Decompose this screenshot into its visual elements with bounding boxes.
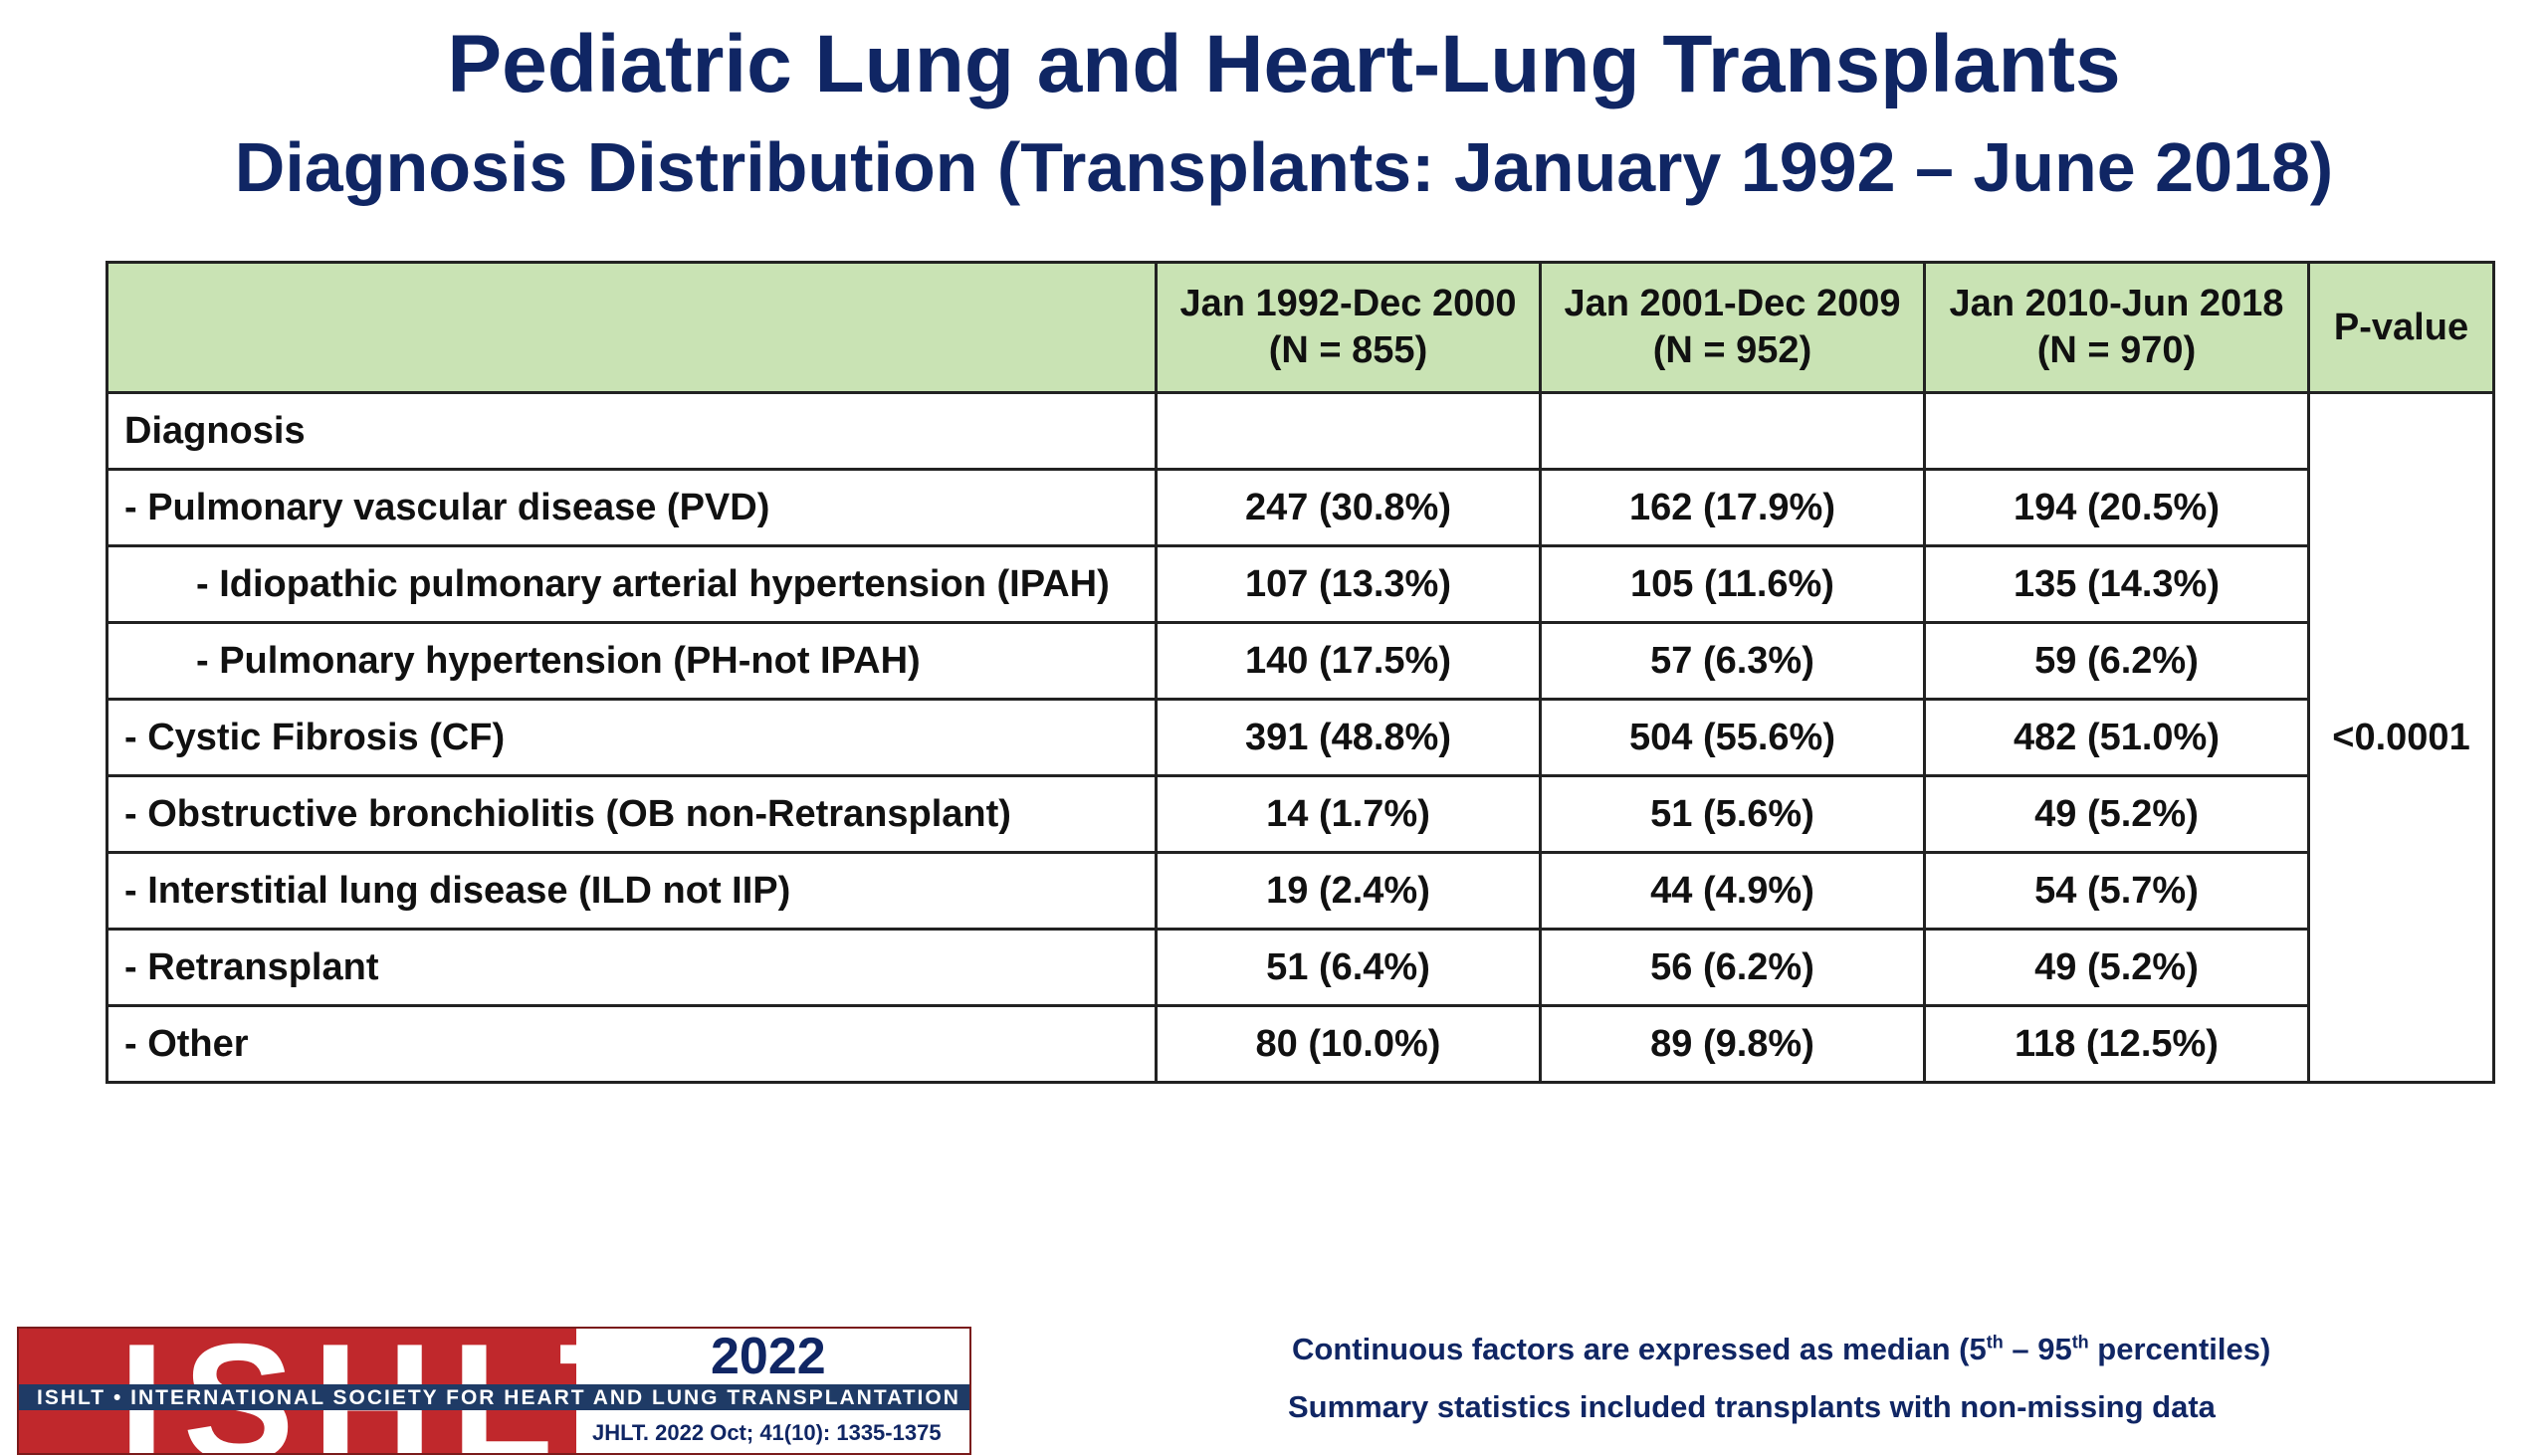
table-cell: 49 (5.2%) [1923, 774, 2310, 854]
footnote-superscript: th [1986, 1332, 2004, 1352]
footnote-text: Continuous factors are expressed as medi… [1292, 1332, 1987, 1366]
table-row: - Other 80 (10.0%) 89 (9.8%) 118 (12.5%) [106, 1004, 2494, 1084]
logo-strip-text: ISHLT • INTERNATIONAL SOCIETY FOR HEART … [37, 1386, 960, 1409]
table-row: - Obstructive bronchiolitis (OB non-Retr… [106, 774, 2494, 854]
footnote-summary-statistics: Summary statistics included transplants … [1288, 1389, 2216, 1424]
table-cell: 482 (51.0%) [1923, 698, 2310, 777]
logo-year: 2022 [711, 1328, 826, 1385]
table-cell: 19 (2.4%) [1155, 851, 1542, 931]
table-cell: 51 (6.4%) [1155, 928, 1542, 1007]
column-period: Jan 2001-Dec 2009 [1564, 283, 1901, 324]
section-label: Diagnosis [106, 391, 1158, 471]
row-label: - Retransplant [106, 928, 1158, 1007]
table-cell: 391 (48.8%) [1155, 698, 1542, 777]
footnote-text: – 95 [2003, 1332, 2072, 1366]
journal-citation: JHLT. 2022 Oct; 41(10): 1335-1375 [592, 1420, 942, 1445]
table-row: - Interstitial lung disease (ILD not IIP… [106, 851, 2494, 931]
footnote-text: percentiles) [2088, 1332, 2271, 1366]
table-row: - Pulmonary hypertension (PH-not IPAH) 1… [106, 621, 2494, 701]
table-cell: 140 (17.5%) [1155, 621, 1542, 701]
row-label: - Cystic Fibrosis (CF) [106, 698, 1158, 777]
table-header-row: Jan 1992-Dec 2000 (N = 855) Jan 2001-Dec… [106, 261, 2495, 394]
table-row: - Pulmonary vascular disease (PVD) 247 (… [106, 468, 2494, 547]
footnote-continuous-factors: Continuous factors are expressed as medi… [1292, 1332, 2270, 1367]
logo-strip [19, 1384, 969, 1410]
empty-cell [1539, 391, 1926, 471]
table-cell: 135 (14.3%) [1923, 544, 2310, 624]
column-count: (N = 855) [1268, 329, 1428, 371]
column-header: Jan 1992-Dec 2000 (N = 855) [1155, 261, 1542, 394]
row-label: - Pulmonary vascular disease (PVD) [106, 468, 1158, 547]
table-cell: 59 (6.2%) [1923, 621, 2310, 701]
column-count: (N = 970) [2036, 329, 2197, 371]
table-cell: 14 (1.7%) [1155, 774, 1542, 854]
pvalue-header: P-value [2307, 261, 2495, 394]
table-cell: 56 (6.2%) [1539, 928, 1926, 1007]
column-period: Jan 2010-Jun 2018 [1949, 283, 2284, 324]
column-period: Jan 1992-Dec 2000 [1179, 283, 1517, 324]
row-label: - Interstitial lung disease (ILD not IIP… [106, 851, 1158, 931]
table-cell: 107 (13.3%) [1155, 544, 1542, 624]
pvalue-cell: <0.0001 [2307, 391, 2495, 1084]
table-cell: 162 (17.9%) [1539, 468, 1926, 547]
table-cell: 247 (30.8%) [1155, 468, 1542, 547]
ishlt-logo: ISHLT ISHLT • INTERNATIONAL SOCIETY FOR … [17, 1327, 971, 1455]
table-row: - Cystic Fibrosis (CF) 391 (48.8%) 504 (… [106, 698, 2494, 777]
column-count: (N = 952) [1652, 329, 1812, 371]
table-cell: 194 (20.5%) [1923, 468, 2310, 547]
section-row: Diagnosis <0.0001 [106, 391, 2495, 1084]
page-title: Pediatric Lung and Heart-Lung Transplant… [447, 19, 2121, 109]
table-cell: 57 (6.3%) [1539, 621, 1926, 701]
table-row: - Retransplant 51 (6.4%) 56 (6.2%) 49 (5… [106, 928, 2494, 1007]
table-cell: 105 (11.6%) [1539, 544, 1926, 624]
row-label: - Idiopathic pulmonary arterial hyperten… [106, 544, 1158, 624]
column-header: Jan 2001-Dec 2009 (N = 952) [1539, 261, 1926, 394]
page-subtitle: Diagnosis Distribution (Transplants: Jan… [234, 128, 2334, 206]
corner-header [106, 261, 1158, 394]
empty-cell [1923, 391, 2310, 471]
column-header: Jan 2010-Jun 2018 (N = 970) [1923, 261, 2310, 394]
table-cell: 118 (12.5%) [1923, 1004, 2310, 1084]
table-row: - Idiopathic pulmonary arterial hyperten… [106, 544, 2494, 624]
table-cell: 49 (5.2%) [1923, 928, 2310, 1007]
diagnosis-table: Jan 1992-Dec 2000 (N = 855) Jan 2001-Dec… [106, 261, 2495, 1084]
row-label: - Obstructive bronchiolitis (OB non-Retr… [106, 774, 1158, 854]
table-cell: 80 (10.0%) [1155, 1004, 1542, 1084]
table-cell: 54 (5.7%) [1923, 851, 2310, 931]
footnote-superscript: th [2071, 1332, 2089, 1352]
row-label: - Pulmonary hypertension (PH-not IPAH) [106, 621, 1158, 701]
table-cell: 504 (55.6%) [1539, 698, 1926, 777]
table-cell: 44 (4.9%) [1539, 851, 1926, 931]
table-cell: 89 (9.8%) [1539, 1004, 1926, 1084]
table-cell: 51 (5.6%) [1539, 774, 1926, 854]
empty-cell [1155, 391, 1542, 471]
row-label: - Other [106, 1004, 1158, 1084]
